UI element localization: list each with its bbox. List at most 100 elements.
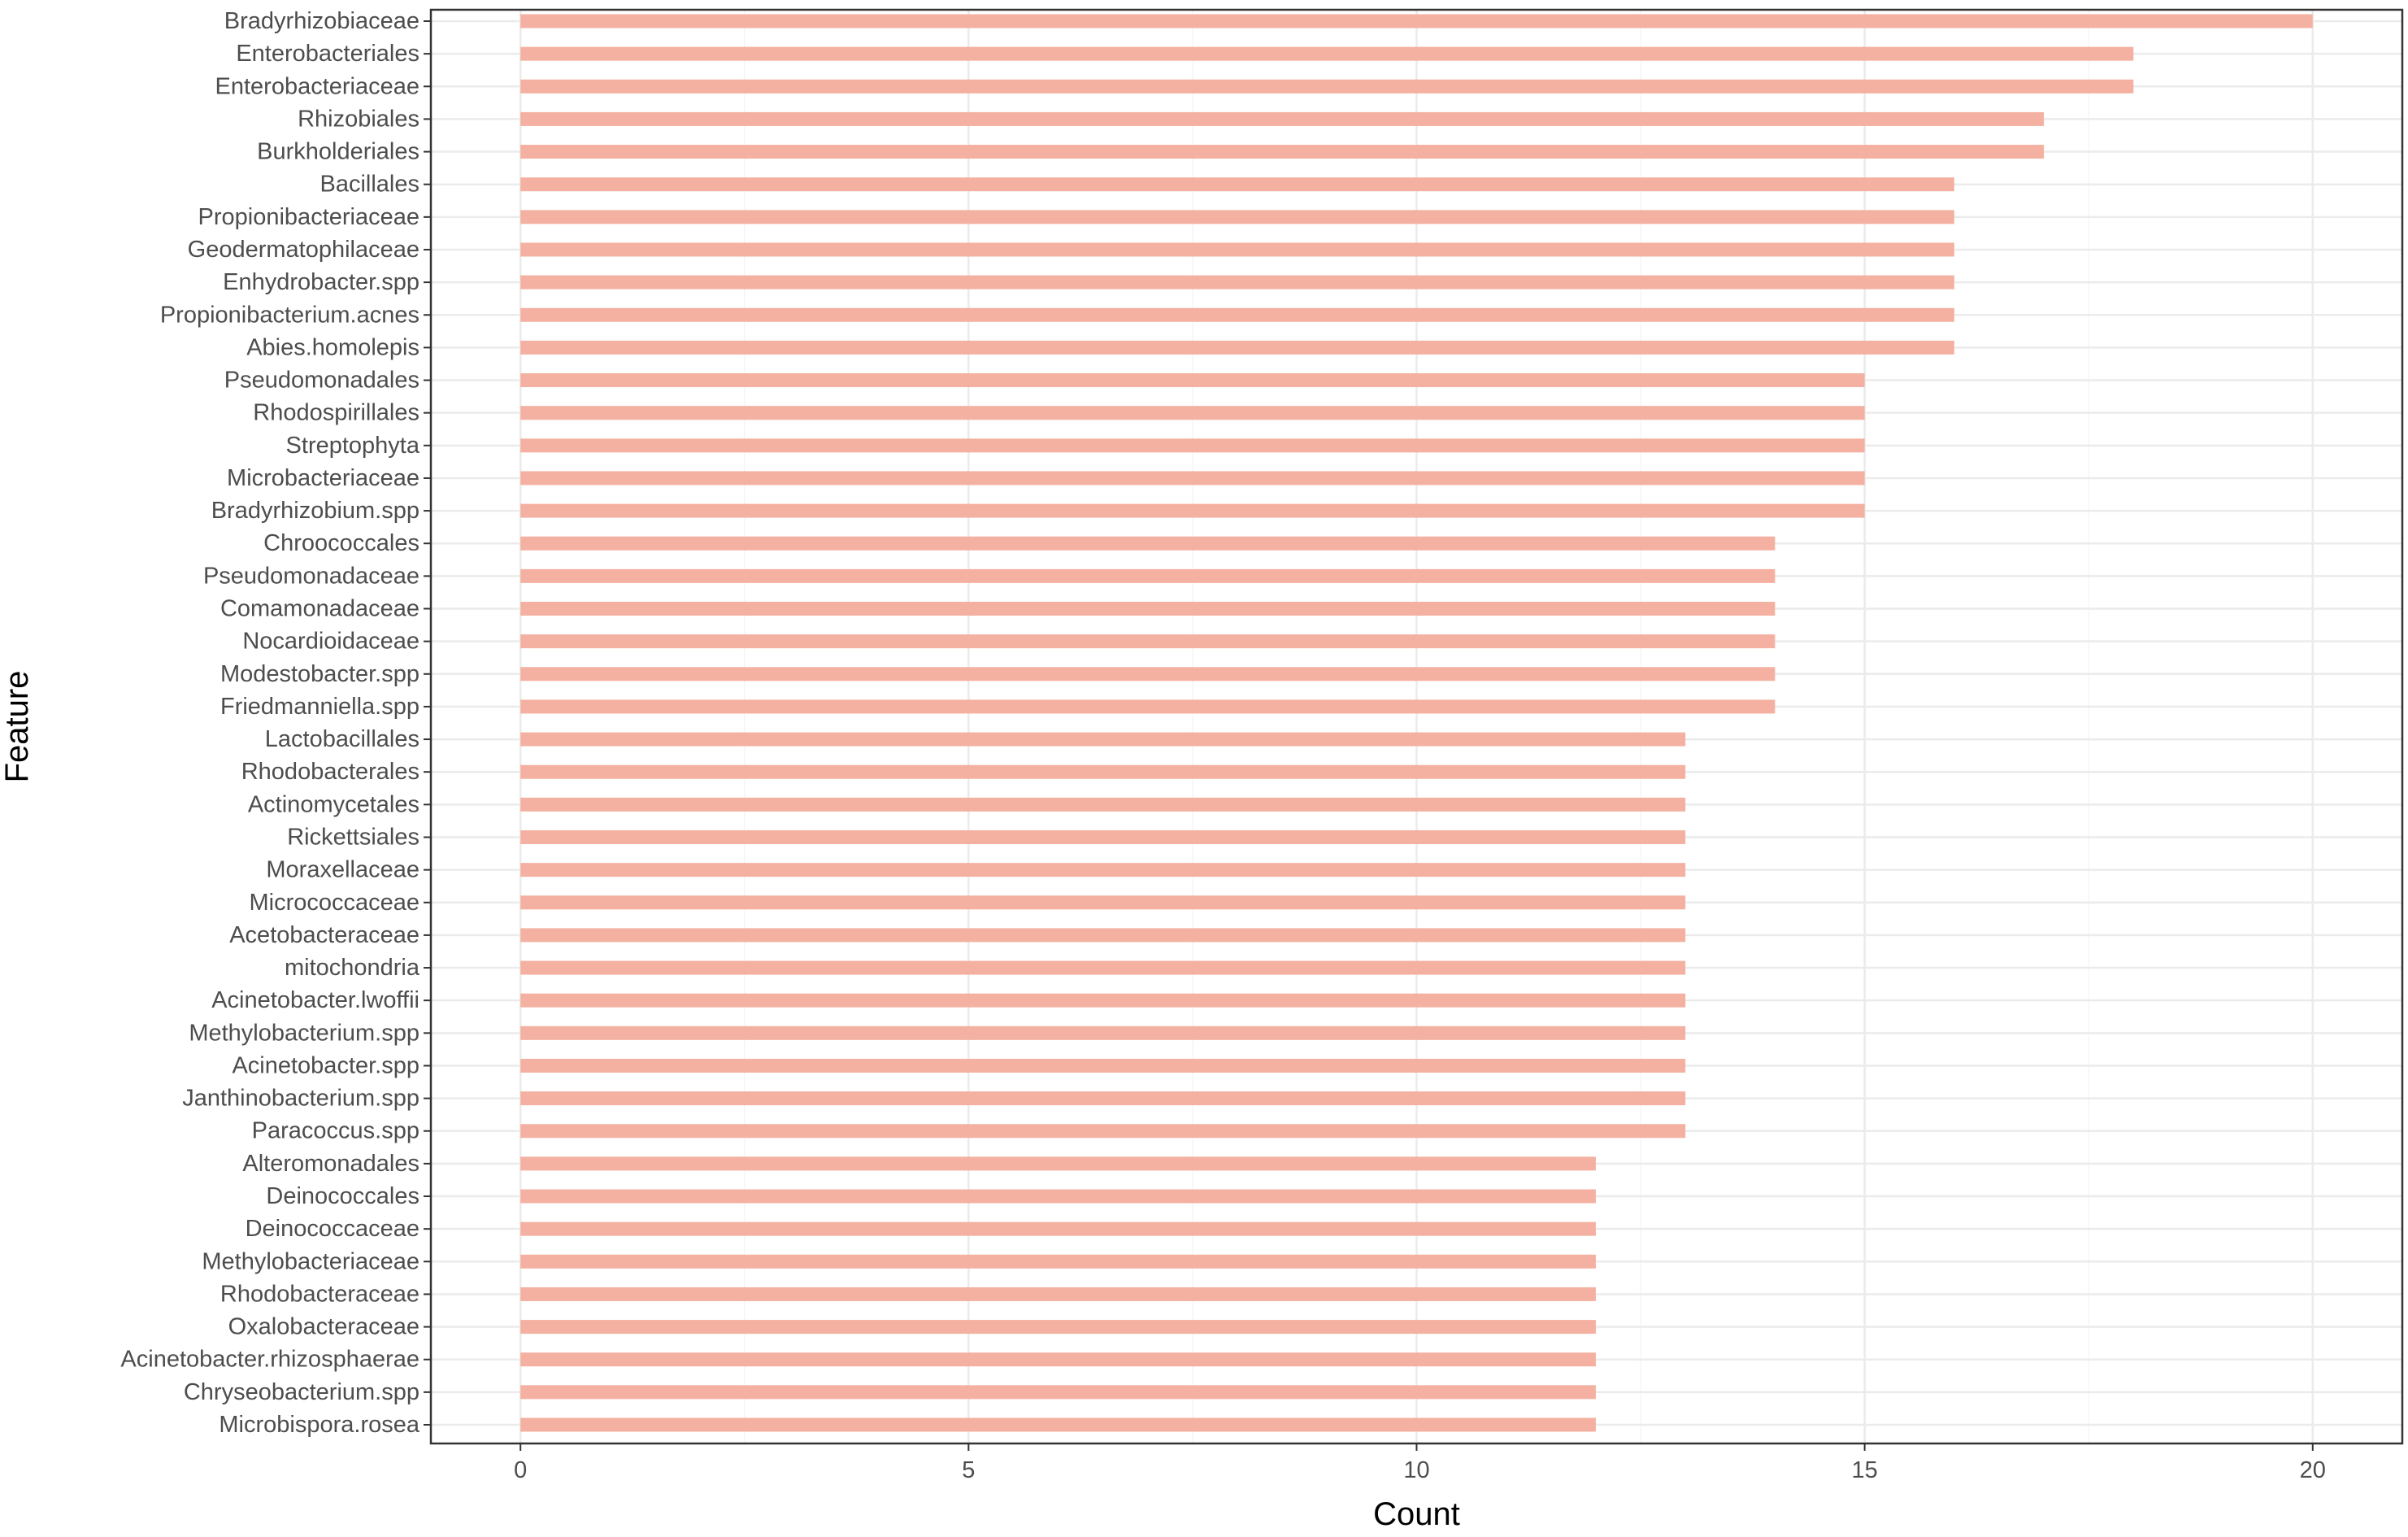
y-tick-label: Acinetobacter.lwoffii [211,987,419,1013]
y-tick-label: Deinococcaceae [246,1216,419,1242]
bar [520,928,1686,943]
y-tick-label: Propionibacteriaceae [198,204,419,230]
y-tick-label: Enterobacteriales [236,41,419,67]
bar [520,797,1686,812]
y-tick-label: Oxalobacteraceae [228,1314,419,1340]
bar [520,307,1954,322]
bar [520,145,2045,159]
y-tick-label: Propionibacterium.acnes [160,302,419,328]
y-tick-label: Rhodobacterales [241,759,419,785]
y-tick-label: Actinomycetales [248,791,419,817]
y-tick-label: Pseudomonadales [224,368,419,394]
y-tick-label: Methylobacterium.spp [189,1020,419,1046]
bar [520,1221,1596,1236]
y-tick-label: Friedmanniella.spp [220,694,419,720]
bar [520,471,1865,485]
bar [520,1091,1686,1106]
bar [520,863,1686,877]
bar [520,634,1776,649]
bar [520,503,1865,518]
y-tick-label: Bradyrhizobiaceae [224,8,419,34]
bar [520,79,2134,94]
bar [520,406,1865,420]
x-tick-label: 20 [2300,1457,2326,1483]
bar [520,829,1686,844]
bar [520,275,1954,290]
y-tick-label: Alteromonadales [242,1151,419,1177]
y-axis: Bradyrhizobiaceae Enterobacteriales Entero… [120,8,431,1438]
bar [520,993,1686,1008]
y-tick-label: Bradyrhizobium.spp [211,498,419,524]
y-tick-label: Streptophyta [286,433,420,459]
y-tick-label: Rhizobiales [298,106,419,132]
bar [520,1352,1596,1367]
y-axis-title: Feature [0,671,35,783]
bar [520,14,2313,28]
y-tick-label: Enterobacteriaceae [215,73,420,99]
y-tick-label: Microbacteriaceae [227,465,419,491]
bar [520,242,1954,257]
y-tick-label: Janthinobacterium.spp [182,1086,419,1112]
x-axis: 0 5 10 15 20 [514,1443,2326,1483]
y-tick-label: Chryseobacterium.spp [184,1379,419,1405]
bar [520,111,2045,126]
y-tick-label: Pseudomonadaceae [203,563,419,589]
y-tick-label: Burkholderiales [257,139,419,165]
y-tick-label: Deinococcales [266,1183,419,1209]
y-tick-label: Enhydrobacter.spp [223,269,419,295]
bar [520,1417,1596,1432]
y-tick-label: Moraxellaceae [266,857,419,883]
x-tick-label: 10 [1403,1457,1429,1483]
y-tick-label: mitochondria [285,955,420,981]
bar [520,1058,1686,1073]
bar [520,568,1776,583]
bar [520,1189,1596,1204]
bar-layer [520,14,2313,1432]
bar [520,764,1686,779]
bar [520,699,1776,714]
y-tick-label: Comamonadaceae [220,596,419,622]
x-tick-label: 5 [962,1457,975,1483]
bar [520,1320,1596,1335]
bar [520,210,1954,224]
y-tick-label: Rhodospirillales [253,400,419,426]
bar [520,46,2134,61]
y-tick-label: Lactobacillales [265,726,419,752]
y-tick-label: Microbispora.rosea [219,1412,419,1438]
y-tick-label: Chroococcales [263,530,419,556]
bar [520,340,1954,355]
y-tick-label: Acinetobacter.rhizosphaerae [120,1347,419,1373]
bar [520,1025,1686,1040]
y-tick-label: Nocardioidaceae [242,629,419,655]
bar [520,1385,1596,1400]
y-tick-label: Rickettsiales [287,824,419,850]
x-tick-label: 0 [514,1457,527,1483]
y-tick-label: Bacillales [320,172,420,198]
bar [520,438,1865,453]
bar [520,732,1686,747]
bar [520,602,1776,616]
y-tick-label: Abies.homolepis [246,334,419,360]
bar [520,960,1686,975]
x-axis-title: Count [1373,1496,1460,1532]
bar [520,1124,1686,1139]
bar [520,373,1865,388]
y-tick-label: Geodermatophilaceae [188,237,419,263]
bar [520,667,1776,681]
y-tick-label: Acinetobacter.spp [232,1052,419,1078]
y-tick-label: Micrococcaceae [249,890,419,916]
x-tick-label: 15 [1852,1457,1878,1483]
bar [520,895,1686,910]
y-tick-label: Modestobacter.spp [220,661,419,687]
y-tick-label: Methylobacteriaceae [202,1248,419,1274]
y-tick-label: Rhodobacteraceae [220,1281,419,1307]
bar [520,1156,1596,1171]
y-tick-label: Paracoccus.spp [252,1118,419,1144]
bar [520,1287,1596,1301]
bar [520,177,1954,192]
bar [520,1254,1596,1269]
bar [520,536,1776,551]
y-tick-label: Acetobacteraceae [229,922,419,948]
